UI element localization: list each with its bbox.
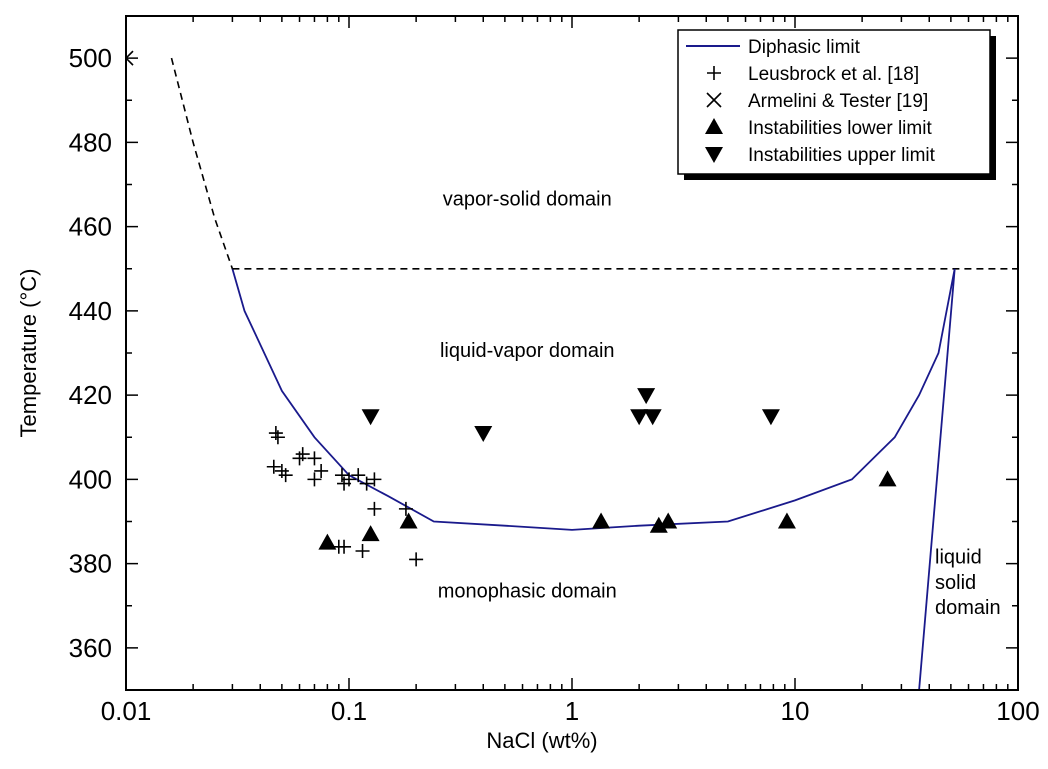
legend-swatch-armelini-tester-19 [706,92,722,108]
y-tick-label: 500 [69,43,112,73]
instabilities-lower-limit-point [777,512,796,529]
annotation-layer: vapor-solid domain liquid-vapor domain mon… [438,189,1001,620]
leusbrock-et-al-18-point [295,447,310,462]
leusbrock-et-al-18-point [355,543,370,558]
x-tick-label: 0.1 [331,696,367,726]
instabilities-lower-limit-point [399,512,418,529]
y-tick-label: 380 [69,549,112,579]
diphasic-limit-extrapolation-line [170,57,234,270]
x-tick-label: 0.01 [101,696,152,726]
leusbrock-et-al-18-point [342,472,356,487]
leusbrock-et-al-18-point [270,430,285,445]
x-tick-label: 10 [781,696,810,726]
leusbrock-et-al-18-point [307,451,322,466]
legend: Diphasic limit Leusbrock et al. [18] Armel… [677,29,996,180]
armelini-tester-19-point [126,50,134,66]
leusbrock-et-al-18-point [359,476,374,491]
diphasic-limit-line [231,268,956,531]
instabilities-lower-limit-point [361,525,380,542]
instabilities-upper-limit-point [643,409,662,426]
region-label: monophasic domain [438,580,617,602]
y-tick-label: 400 [69,464,112,494]
leusbrock-et-al-18-point [266,459,281,474]
region-label: domain [935,597,1001,619]
leusbrock-et-al-18-point [398,501,413,516]
region-label: vapor-solid domain [443,189,612,211]
liquid-solid-boundary-line [918,268,956,690]
leusbrock-et-al-18-point [307,472,322,487]
x-axis-title: NaCl (wt%) [486,728,597,753]
legend-label-instabilities-lower-limit: Instabilities lower limit [748,118,932,139]
region-label: liquid [935,547,982,569]
instabilities-lower-limit-point [659,512,678,529]
instabilities-upper-limit-point [474,426,493,443]
y-tick-label: 420 [69,380,112,410]
legend-label-leusbrock-et-al-18: Leusbrock et al. [18] [748,64,919,85]
leusbrock-et-al-18-point [409,552,424,567]
leusbrock-et-al-18-point [367,472,382,487]
y-axis-title: Temperature (°C) [16,269,41,438]
axes-layer: 0.01 0.1 1 10 100 360 380 400 420 440 460 480 500 NaC… [16,15,1040,753]
instabilities-upper-limit-point [761,409,780,426]
x-tick-label: 1 [565,696,579,726]
legend-label-instabilities-upper-limit: Instabilities upper limit [748,145,936,166]
legend-label-diphasic-limit: Diphasic limit [748,37,861,58]
instabilities-lower-limit-point [592,512,611,529]
legend-box [677,29,991,175]
region-label: liquid-vapor domain [440,340,615,362]
x-tick-label: 100 [996,696,1039,726]
y-tick-label: 460 [69,212,112,242]
leusbrock-et-al-18-point [337,539,352,554]
series-layer [126,50,1018,690]
y-tick-label: 480 [69,127,112,157]
leusbrock-et-al-18-point [351,468,366,483]
instabilities-lower-limit-point [318,533,337,550]
instabilities-upper-limit-point [630,409,649,426]
leusbrock-et-al-18-point [278,468,293,483]
y-tick-label: 440 [69,296,112,326]
y-tick-label: 360 [69,633,112,663]
leusbrock-et-al-18-point [367,501,382,516]
instabilities-lower-limit-point [878,470,897,487]
region-label: solid [935,572,976,594]
leusbrock-et-al-18-point [334,468,349,483]
legend-swatch-instabilities-lower-limit [705,118,723,134]
instabilities-upper-limit-point [637,388,656,405]
instabilities-upper-limit-point [361,409,380,426]
leusbrock-et-al-18-point [314,463,329,478]
legend-swatch-instabilities-upper-limit [705,147,723,163]
instabilities-lower-limit-point [649,516,668,533]
legend-label-armelini-tester-19: Armelini & Tester [19] [748,91,928,112]
legend-swatch-leusbrock-et-al-18 [707,66,721,80]
